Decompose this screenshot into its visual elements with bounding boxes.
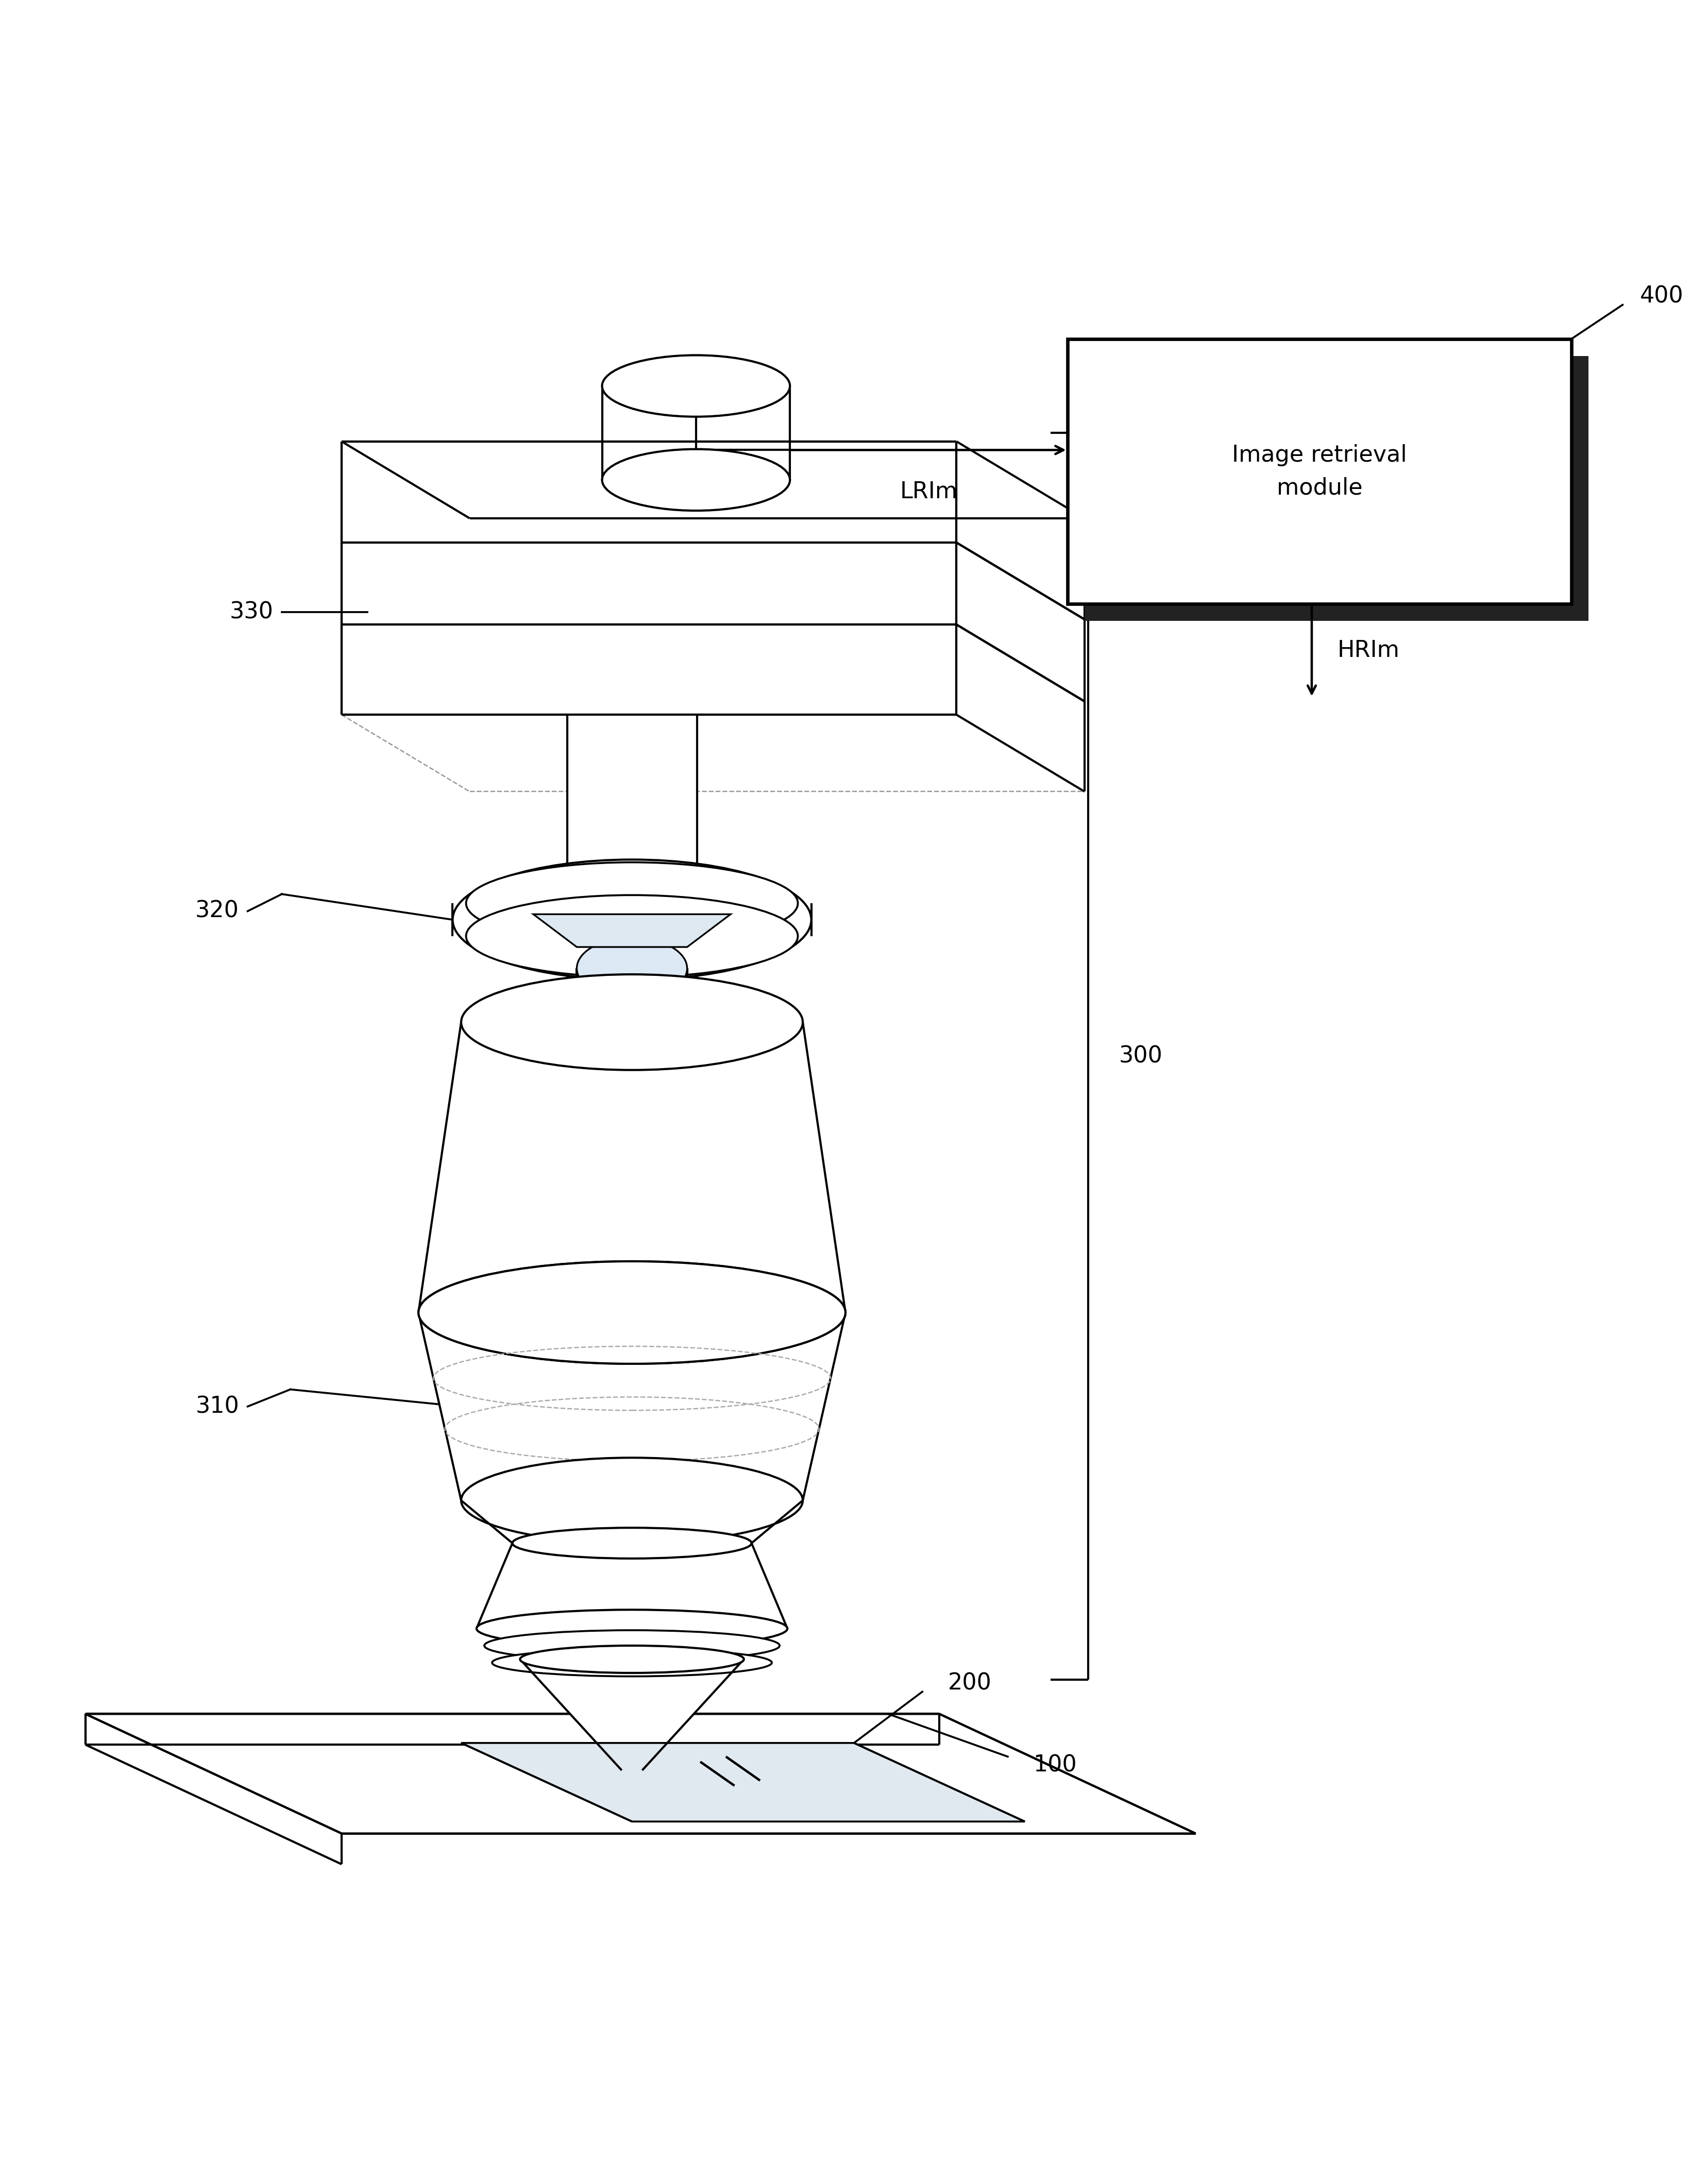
Text: 320: 320: [195, 901, 239, 923]
Polygon shape: [85, 1714, 1196, 1834]
Text: Image retrieval
module: Image retrieval module: [1231, 445, 1407, 499]
Text: 330: 330: [229, 602, 273, 624]
Polygon shape: [342, 441, 956, 715]
Ellipse shape: [601, 356, 789, 417]
Bar: [1068, 338, 1571, 604]
Ellipse shape: [461, 1457, 803, 1544]
Ellipse shape: [492, 1649, 772, 1677]
Text: HRIm: HRIm: [1337, 639, 1399, 661]
Polygon shape: [577, 968, 687, 1027]
Text: LRIm: LRIm: [900, 480, 958, 504]
Polygon shape: [567, 715, 697, 866]
Polygon shape: [461, 1743, 1025, 1821]
Ellipse shape: [466, 861, 798, 944]
Bar: [1085, 356, 1588, 622]
Ellipse shape: [485, 1629, 779, 1662]
Text: 400: 400: [1640, 286, 1684, 308]
Polygon shape: [519, 1660, 745, 1771]
Polygon shape: [418, 1023, 845, 1313]
Polygon shape: [477, 1544, 787, 1629]
Text: 300: 300: [1119, 1045, 1163, 1067]
Ellipse shape: [418, 1261, 845, 1363]
Ellipse shape: [512, 1527, 752, 1559]
Ellipse shape: [453, 859, 811, 979]
Ellipse shape: [466, 894, 798, 977]
Ellipse shape: [577, 938, 687, 999]
Ellipse shape: [461, 975, 803, 1071]
Ellipse shape: [601, 449, 789, 510]
Ellipse shape: [418, 1261, 845, 1363]
Polygon shape: [567, 975, 697, 1023]
Polygon shape: [461, 1501, 803, 1544]
Ellipse shape: [519, 1647, 745, 1673]
Polygon shape: [418, 1313, 845, 1501]
Text: 310: 310: [195, 1396, 239, 1418]
Ellipse shape: [577, 997, 687, 1060]
Text: 100: 100: [1033, 1754, 1078, 1775]
Ellipse shape: [477, 1610, 787, 1647]
Polygon shape: [533, 914, 731, 947]
Text: 200: 200: [948, 1673, 992, 1695]
